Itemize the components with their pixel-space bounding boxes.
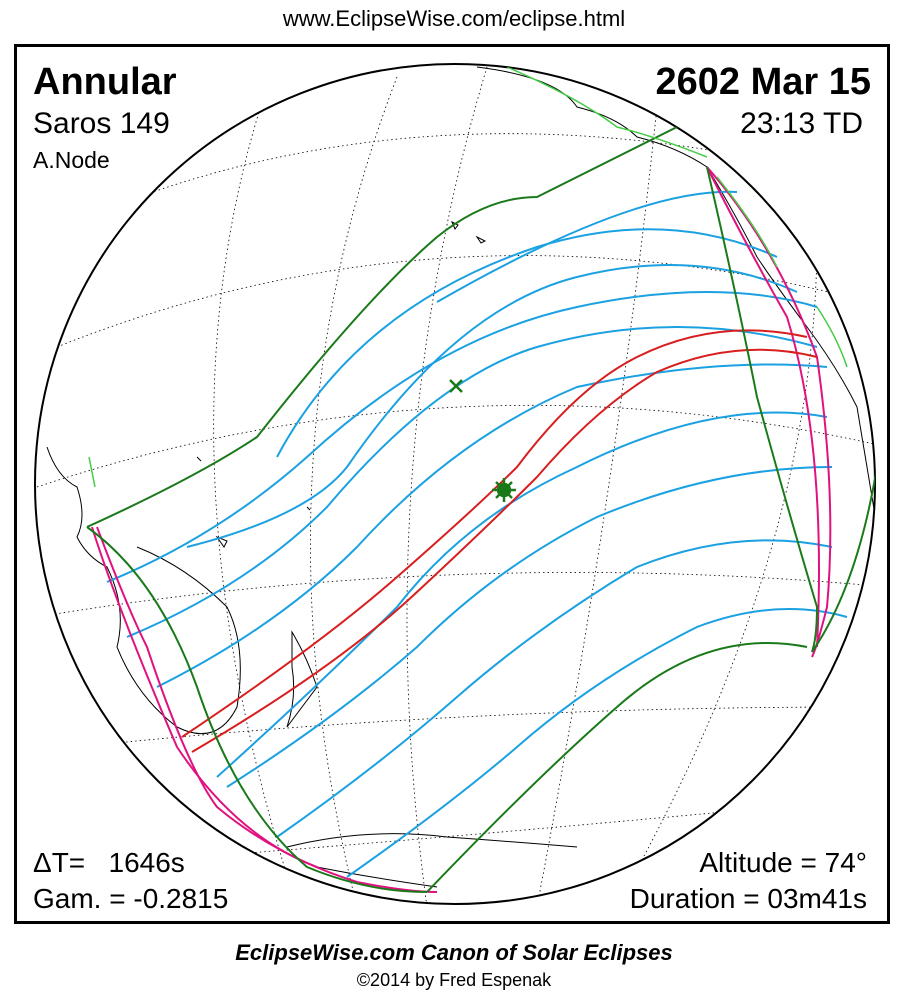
orbital-node: A.Node xyxy=(33,147,110,173)
greatest-eclipse-star-icon xyxy=(492,478,516,502)
source-url[interactable]: www.EclipseWise.com/eclipse.html xyxy=(282,6,626,31)
eclipse-map-frame: Annular 2602 Mar 15 Saros 149 23:13 TD A… xyxy=(14,44,890,924)
delta-t: ΔT= 1646s xyxy=(33,847,185,878)
globe-map xyxy=(34,63,876,905)
gamma-value: Gam. = -0.2815 xyxy=(33,883,229,914)
footer-title: EclipseWise.com Canon of Solar Eclipses xyxy=(235,940,673,965)
sub-solar-cross-icon xyxy=(449,379,463,393)
saros-number: Saros 149 xyxy=(33,107,170,140)
central-duration: Duration = 03m41s xyxy=(629,883,867,914)
penumbral-limits xyxy=(86,126,875,893)
light-green-lines xyxy=(88,66,848,488)
sun-altitude: Altitude = 74° xyxy=(699,847,867,878)
globe-outline xyxy=(34,63,876,905)
eclipse-type: Annular xyxy=(33,61,177,103)
eclipse-time: 23:13 TD xyxy=(740,107,863,140)
eclipse-date: 2602 Mar 15 xyxy=(655,61,872,103)
magnitude-isolines xyxy=(106,190,848,878)
central-path xyxy=(181,329,818,753)
footer-copyright: ©2014 by Fred Espenak xyxy=(356,970,552,990)
rise-set-curves xyxy=(91,166,832,893)
